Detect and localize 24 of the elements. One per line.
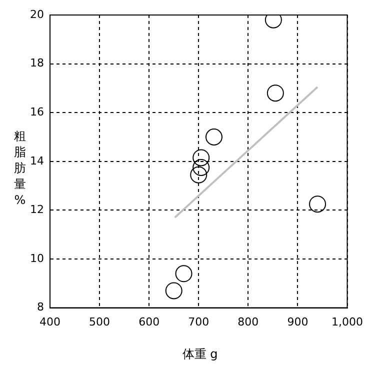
x-tick-label: 1,000 [332,315,364,328]
x-tick-label: 800 [238,315,259,328]
point [192,159,210,176]
point [175,265,192,282]
x-tick-label: 600 [138,315,160,328]
x-tick-label: 700 [188,315,210,328]
x-tick-label: 400 [40,315,60,328]
point [192,149,210,166]
x-tick-label: 900 [287,315,308,328]
point [190,166,208,184]
point [205,128,222,146]
point [165,282,182,300]
y-tick-label: 20 [30,8,44,21]
y-tick-label: 10 [30,252,44,265]
y-tick-label: 14 [30,154,44,168]
point [309,196,326,213]
x-axis-title: 体重 g [181,346,219,363]
y-tick-label: 18 [30,56,44,70]
y-tick-label: 16 [30,105,44,118]
x-tick-label: 500 [89,315,110,328]
y-axis-title: 粗脂肪量% [13,128,27,208]
point [266,84,284,102]
y-tick-label: 12 [30,203,44,216]
y-tick-label: 8 [37,300,44,314]
